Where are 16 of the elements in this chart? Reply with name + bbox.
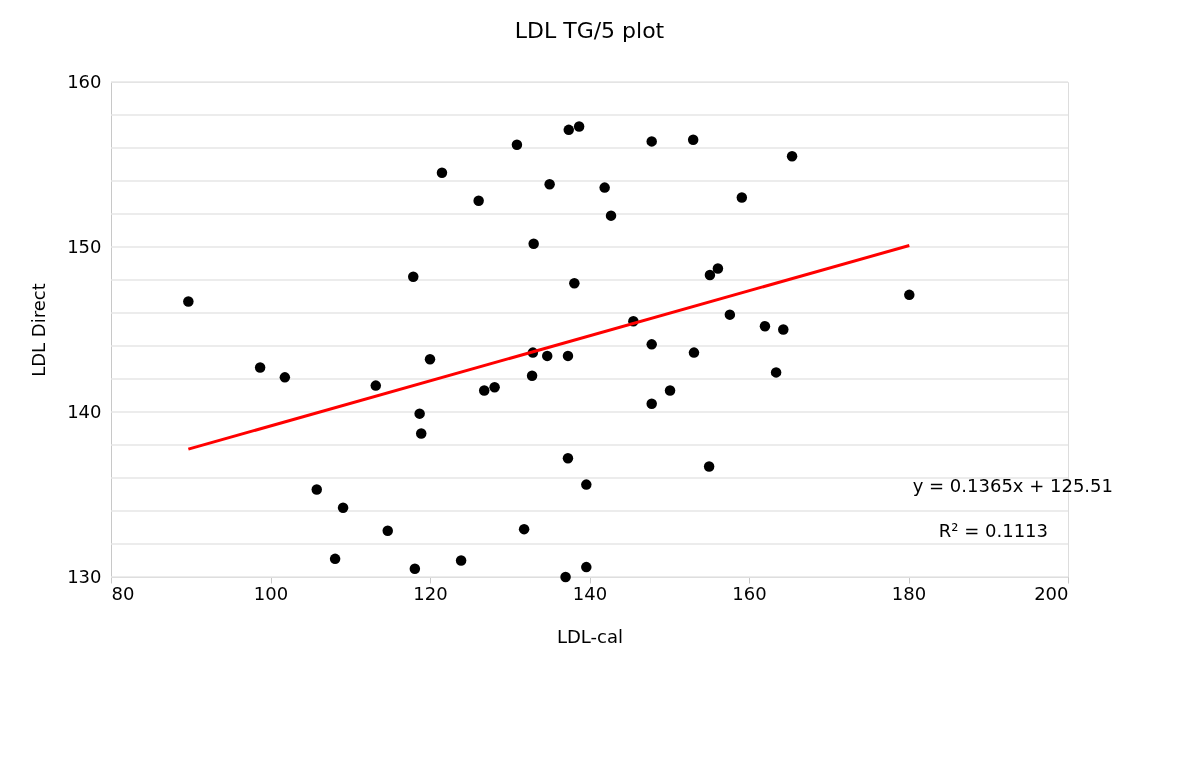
y-tick-label: 160 — [67, 70, 102, 92]
chart-title: LDL TG/5 plot — [514, 18, 665, 43]
x-axis-title: LDL-cal — [556, 625, 624, 647]
y-axis-title: LDL Direct — [28, 283, 50, 377]
y-tick-label: 150 — [67, 235, 102, 257]
y-tick-label: 140 — [67, 400, 102, 422]
annotation: y = 0.1365x + 125.51 — [912, 475, 1113, 496]
annotation: R² = 0.1113 — [938, 520, 1048, 541]
x-tick-label: 100 — [253, 582, 289, 604]
x-tick-label: 140 — [572, 582, 608, 604]
x-tick-label: 160 — [732, 582, 767, 604]
x-tick-label: 120 — [413, 582, 448, 604]
x-tick-label: 200 — [1034, 582, 1069, 604]
y-tick-label: 130 — [67, 565, 102, 587]
x-tick-label: 180 — [891, 582, 927, 604]
x-tick-label: 80 — [111, 582, 135, 604]
